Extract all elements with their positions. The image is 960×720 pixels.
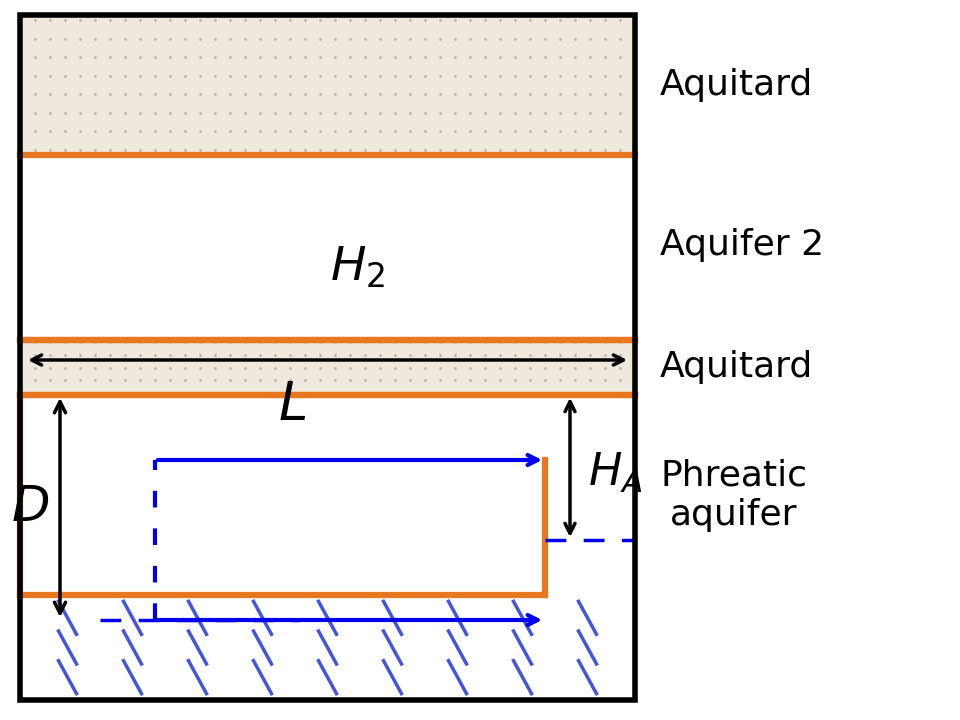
Text: Aquitard: Aquitard xyxy=(660,350,813,384)
Bar xyxy=(20,15,635,700)
Bar xyxy=(20,340,635,395)
Text: $H_2$: $H_2$ xyxy=(330,245,385,290)
Text: Aquifer 2: Aquifer 2 xyxy=(660,228,824,262)
Bar xyxy=(20,15,635,155)
Text: $D$: $D$ xyxy=(11,483,49,532)
Bar xyxy=(20,395,635,595)
Bar xyxy=(20,595,635,700)
Bar xyxy=(20,155,635,340)
Bar xyxy=(20,15,635,700)
Text: $H_A$: $H_A$ xyxy=(588,451,642,495)
Text: Aquitard: Aquitard xyxy=(660,68,813,102)
Text: Phreatic
aquifer: Phreatic aquifer xyxy=(660,459,807,531)
Text: $L$: $L$ xyxy=(278,379,306,431)
